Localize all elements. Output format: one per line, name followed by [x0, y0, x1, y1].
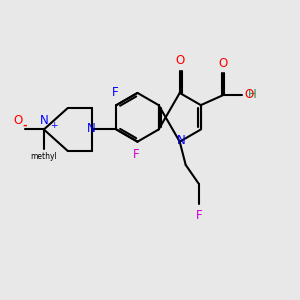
Text: F: F: [196, 209, 202, 222]
Text: O: O: [218, 57, 227, 70]
Text: -: -: [23, 121, 28, 131]
Text: methyl: methyl: [31, 152, 57, 161]
Text: N: N: [177, 134, 186, 147]
Text: +: +: [50, 121, 57, 130]
Text: F: F: [133, 148, 139, 161]
Text: O: O: [176, 54, 185, 67]
Text: N: N: [87, 122, 96, 134]
Text: H: H: [248, 88, 256, 100]
Text: N: N: [40, 114, 48, 127]
Text: O: O: [244, 88, 253, 100]
Text: O: O: [13, 113, 22, 127]
Text: F: F: [112, 85, 118, 99]
